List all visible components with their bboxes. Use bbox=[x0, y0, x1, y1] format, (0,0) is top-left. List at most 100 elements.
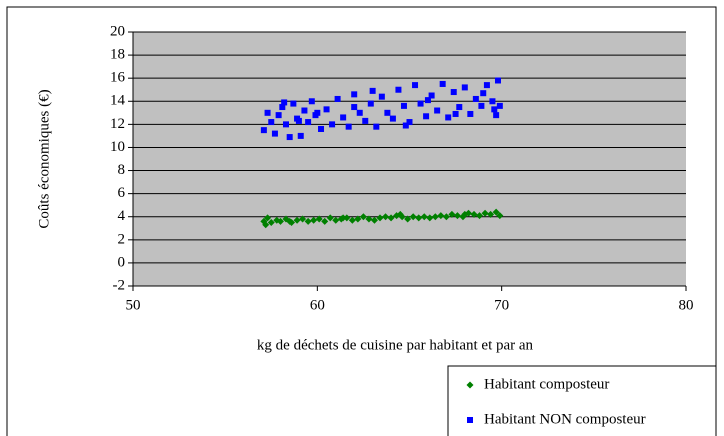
point bbox=[267, 219, 275, 226]
point bbox=[301, 107, 308, 114]
point bbox=[402, 122, 409, 129]
point bbox=[431, 213, 439, 221]
point bbox=[290, 100, 297, 107]
point bbox=[326, 214, 334, 222]
point bbox=[420, 213, 428, 221]
y-tick-label: 4 bbox=[118, 208, 126, 224]
point bbox=[370, 216, 378, 224]
point bbox=[286, 134, 293, 141]
point bbox=[396, 210, 404, 218]
point bbox=[362, 117, 369, 124]
point bbox=[461, 210, 469, 218]
point bbox=[442, 213, 450, 221]
point bbox=[400, 102, 407, 109]
point bbox=[491, 106, 498, 113]
point bbox=[428, 92, 435, 99]
point bbox=[268, 119, 275, 126]
legend-label: Habitant composteur bbox=[484, 376, 609, 392]
point bbox=[409, 213, 417, 221]
x-axis-label: kg de déchets de cuisine par habitant et… bbox=[257, 337, 534, 353]
point bbox=[448, 210, 456, 218]
point bbox=[439, 80, 446, 87]
point bbox=[339, 214, 347, 222]
point bbox=[314, 109, 321, 116]
x-tick-label: 50 bbox=[126, 297, 141, 313]
x-tick-label: 60 bbox=[310, 297, 325, 313]
point bbox=[305, 119, 312, 126]
point bbox=[295, 117, 302, 124]
point bbox=[343, 214, 351, 222]
point bbox=[340, 114, 347, 121]
point bbox=[412, 82, 419, 89]
point bbox=[472, 95, 479, 102]
point bbox=[297, 132, 304, 139]
point bbox=[492, 208, 500, 216]
point bbox=[271, 130, 278, 137]
point bbox=[382, 213, 390, 221]
legend bbox=[447, 365, 717, 436]
point bbox=[406, 119, 413, 126]
point bbox=[467, 110, 474, 117]
y-tick-label: 18 bbox=[110, 47, 125, 63]
point bbox=[389, 115, 396, 122]
point bbox=[445, 114, 452, 121]
point bbox=[264, 214, 272, 222]
y-tick-label: 12 bbox=[110, 116, 125, 132]
point bbox=[286, 217, 294, 225]
legend-marker bbox=[467, 417, 473, 423]
point bbox=[315, 215, 323, 223]
point bbox=[423, 113, 430, 120]
point bbox=[318, 125, 325, 132]
point bbox=[351, 104, 358, 111]
point bbox=[417, 100, 424, 107]
point bbox=[434, 107, 441, 114]
point bbox=[424, 97, 431, 104]
point bbox=[345, 123, 352, 130]
point bbox=[461, 84, 468, 91]
point bbox=[321, 217, 329, 225]
point bbox=[275, 112, 282, 119]
point bbox=[496, 212, 504, 220]
point bbox=[453, 212, 461, 220]
point bbox=[367, 100, 374, 107]
point bbox=[334, 95, 341, 102]
point bbox=[359, 213, 367, 221]
point bbox=[480, 90, 487, 97]
point bbox=[332, 216, 340, 224]
point bbox=[264, 109, 271, 116]
point bbox=[437, 212, 445, 220]
point bbox=[329, 121, 336, 128]
point bbox=[279, 104, 286, 111]
point bbox=[348, 216, 356, 224]
point bbox=[354, 215, 362, 223]
point bbox=[308, 98, 315, 105]
point bbox=[395, 86, 402, 93]
point bbox=[452, 110, 459, 117]
point bbox=[282, 121, 289, 128]
point bbox=[456, 104, 463, 111]
point bbox=[365, 215, 373, 223]
point bbox=[304, 217, 312, 225]
y-tick-label: -2 bbox=[113, 277, 126, 293]
point bbox=[470, 210, 478, 218]
point bbox=[260, 127, 267, 134]
point bbox=[493, 112, 500, 119]
y-tick-label: 0 bbox=[118, 254, 126, 270]
point bbox=[478, 102, 485, 109]
y-tick-label: 20 bbox=[110, 23, 125, 39]
point bbox=[369, 87, 376, 94]
legend-marker bbox=[466, 381, 474, 389]
point bbox=[426, 214, 434, 222]
x-tick-label: 70 bbox=[494, 297, 509, 313]
point bbox=[489, 98, 496, 105]
point bbox=[450, 89, 457, 96]
x-tick-label: 80 bbox=[679, 297, 694, 313]
point bbox=[483, 82, 490, 89]
point bbox=[415, 214, 423, 222]
point bbox=[373, 123, 380, 130]
point bbox=[310, 216, 318, 224]
point bbox=[276, 217, 284, 225]
point bbox=[262, 221, 270, 229]
point bbox=[351, 91, 358, 98]
